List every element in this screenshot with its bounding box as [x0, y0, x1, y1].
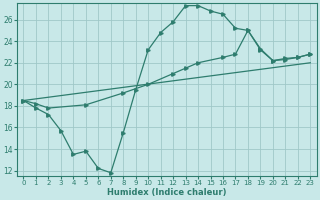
X-axis label: Humidex (Indice chaleur): Humidex (Indice chaleur) — [107, 188, 227, 197]
